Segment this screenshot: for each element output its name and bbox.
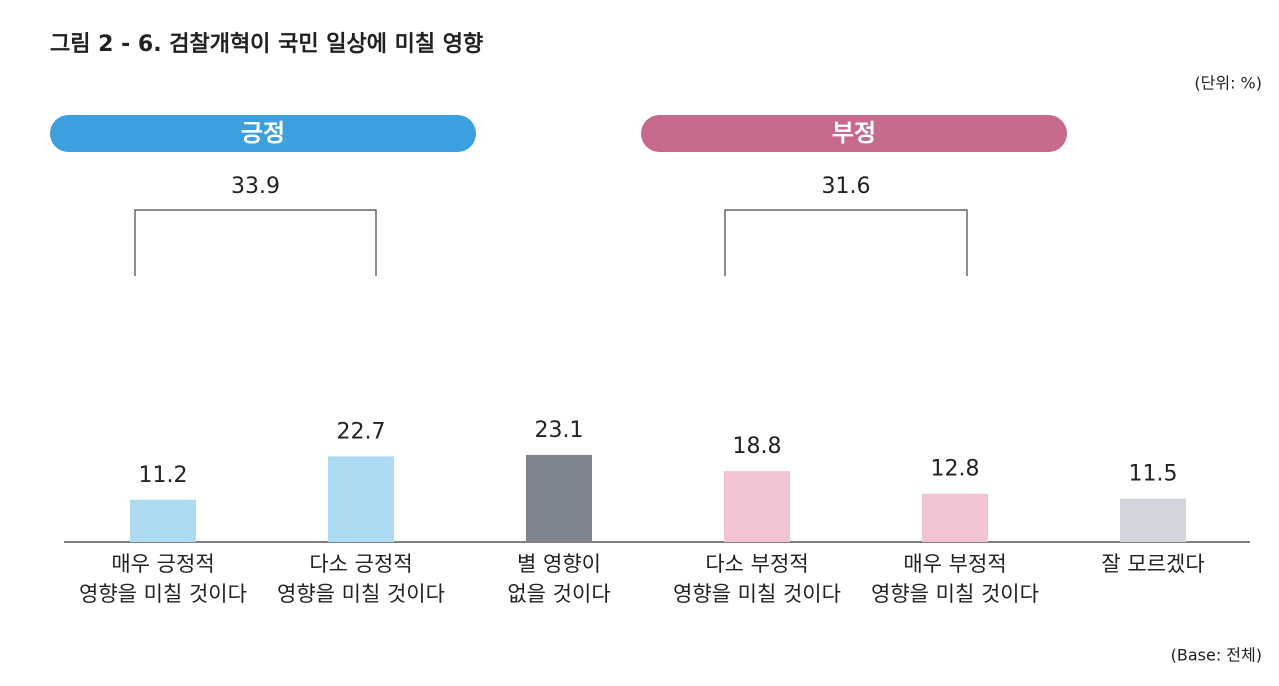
value-label: 11.2	[139, 463, 188, 488]
group-value: 31.6	[822, 174, 871, 199]
group-bracket	[134, 209, 377, 276]
bar	[328, 456, 394, 542]
x-tick-label: 영향을 미칠 것이다	[277, 582, 445, 606]
x-tick-label: 별 영향이	[517, 552, 601, 576]
x-tick-label: 매우 긍정적	[111, 552, 214, 576]
x-tick-label: 영향을 미칠 것이다	[79, 582, 247, 606]
x-tick-label: 다소 부정적	[705, 552, 808, 576]
bar	[724, 471, 790, 542]
value-label: 12.8	[931, 457, 980, 482]
x-tick-label: 잘 모르겠다	[1101, 552, 1204, 576]
bar	[526, 454, 592, 542]
x-tick-label: 없을 것이다	[507, 582, 610, 606]
chart-title: 그림 2 - 6. 검찰개혁이 국민 일상에 미칠 영향	[50, 31, 483, 57]
unit-note: (단위: %)	[1194, 74, 1262, 93]
x-tick-label: 영향을 미칠 것이다	[871, 582, 1039, 606]
bar	[922, 493, 988, 542]
x-tick-label: 다소 긍정적	[309, 552, 412, 576]
value-label: 22.7	[337, 419, 386, 444]
bar	[130, 499, 196, 542]
group-value: 33.9	[231, 174, 280, 199]
x-tick-label: 매우 부정적	[903, 552, 1006, 576]
group-pill	[641, 115, 1067, 152]
bar	[1120, 498, 1186, 542]
value-label: 18.8	[733, 434, 782, 459]
value-label: 11.5	[1129, 462, 1178, 487]
base-note: (Base: 전체)	[1171, 646, 1262, 665]
group-pill	[50, 115, 476, 152]
x-tick-label: 영향을 미칠 것이다	[673, 582, 841, 606]
group-label: 긍정	[241, 119, 285, 147]
group-label: 부정	[832, 119, 876, 147]
group-bracket	[724, 209, 968, 276]
value-label: 23.1	[535, 418, 584, 443]
